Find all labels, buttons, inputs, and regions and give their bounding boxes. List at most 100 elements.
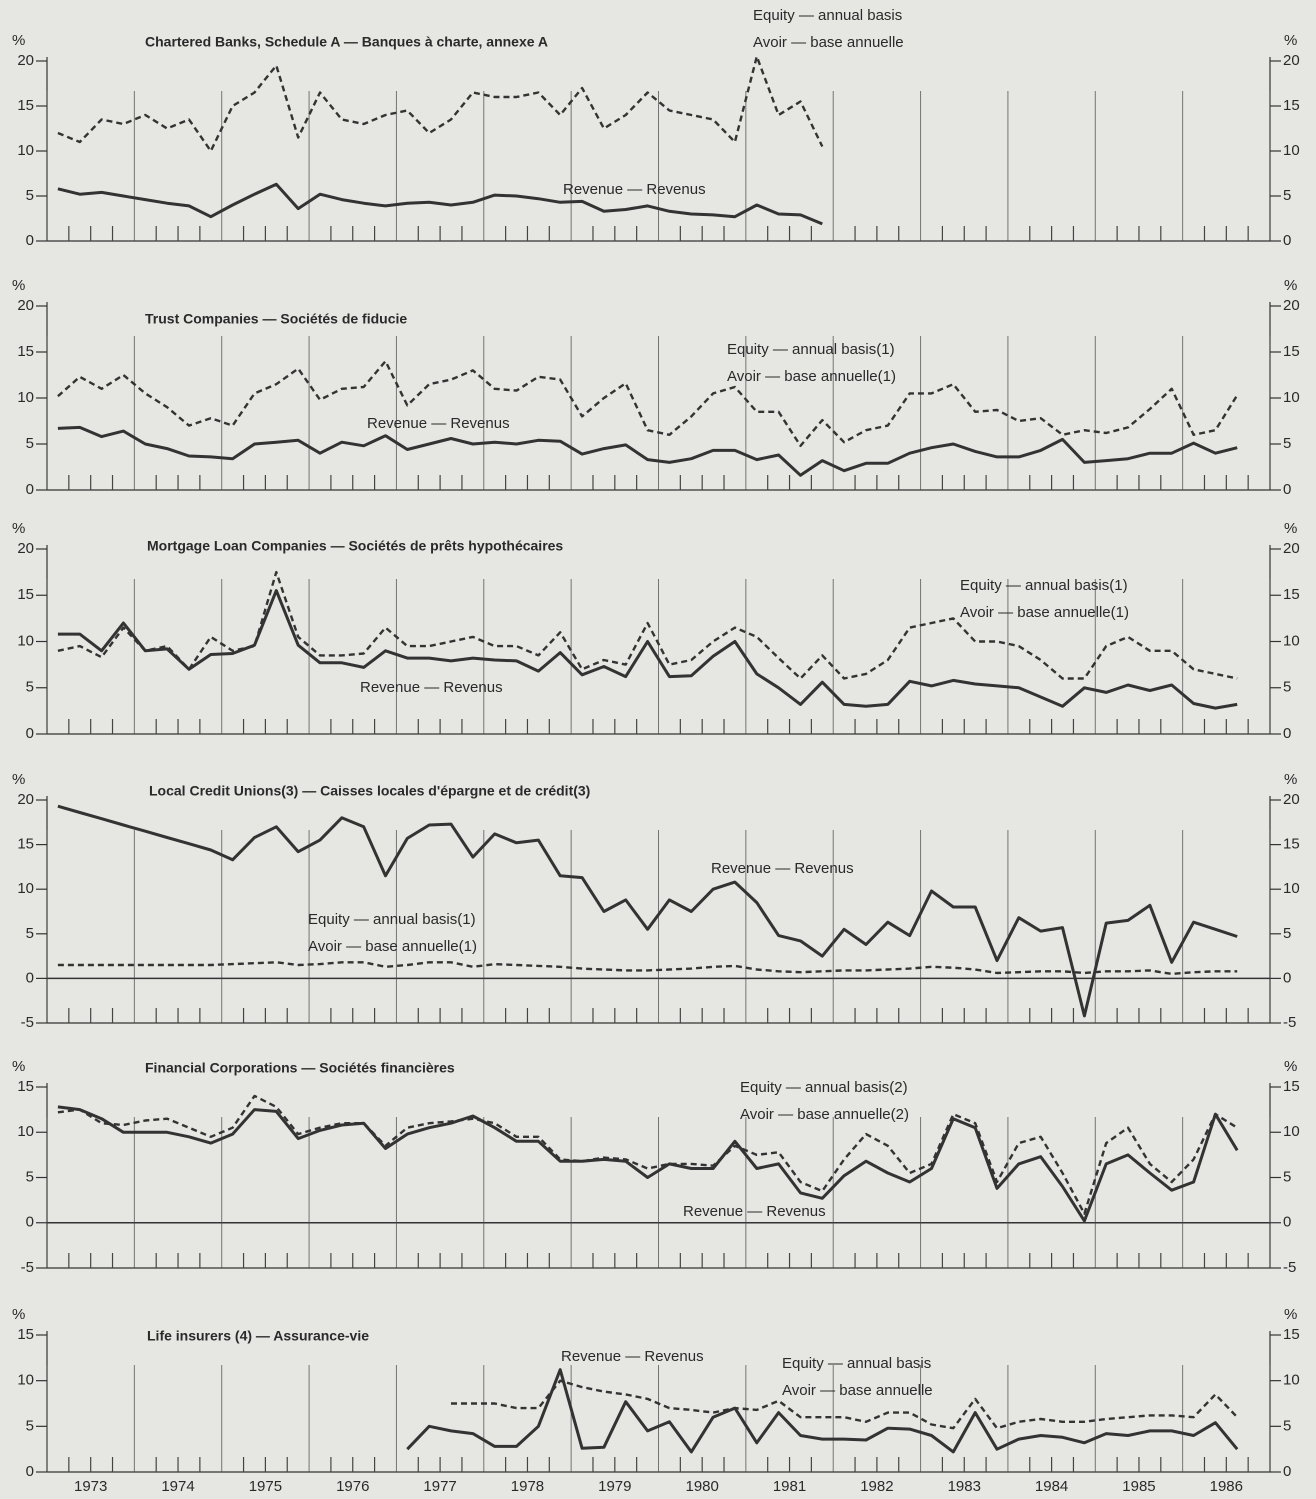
revenue-line xyxy=(57,1105,1239,1223)
y2-axis-unit: % xyxy=(1284,1306,1297,1323)
x-tick-label: 1979 xyxy=(598,1478,631,1495)
y-tick-label: 5 xyxy=(26,187,34,204)
panel-title: Mortgage Loan Companies — Sociétés de pr… xyxy=(147,538,563,554)
y2-tick-label: -5 xyxy=(1283,1259,1296,1276)
panel-title: Life insurers (4) — Assurance-vie xyxy=(147,1328,369,1344)
y2-tick-label: 5 xyxy=(1283,1168,1291,1185)
y2-axis-unit: % xyxy=(1284,277,1297,294)
x-tick-label: 1983 xyxy=(948,1478,981,1495)
y-tick-label: 10 xyxy=(17,142,34,159)
revenue-line xyxy=(57,425,1238,477)
revenue-label: Revenue — Revenus xyxy=(561,1348,704,1365)
equity-line xyxy=(451,1379,1239,1430)
y-tick-label: 0 xyxy=(26,481,34,498)
y-tick-label: 15 xyxy=(17,1326,34,1343)
y-tick-label: 5 xyxy=(26,1168,34,1185)
panel-title: Trust Companies — Sociétés de fiducie xyxy=(145,311,407,327)
equity-label-fr: Avoir — base annuelle xyxy=(782,1382,933,1399)
y2-tick-label: 0 xyxy=(1283,725,1291,742)
y-tick-label: 15 xyxy=(17,343,34,360)
y2-tick-label: 0 xyxy=(1283,481,1291,498)
y-tick-label: 10 xyxy=(17,632,34,649)
y-tick-label: 0 xyxy=(26,1463,34,1480)
y-tick-label: 0 xyxy=(26,1214,34,1231)
y-axis-unit: % xyxy=(12,771,25,788)
y2-tick-label: 15 xyxy=(1283,97,1300,114)
y-axis-unit: % xyxy=(12,277,25,294)
y-tick-label: 5 xyxy=(26,1417,34,1434)
x-tick-label: 1975 xyxy=(249,1478,282,1495)
x-tick-label: 1984 xyxy=(1035,1478,1068,1495)
y2-tick-label: 0 xyxy=(1283,1463,1291,1480)
y2-tick-label: 10 xyxy=(1283,389,1300,406)
y2-tick-label: -5 xyxy=(1283,1014,1296,1031)
y-tick-label: 20 xyxy=(17,52,34,69)
y2-tick-label: 15 xyxy=(1283,343,1300,360)
y-tick-label: 10 xyxy=(17,880,34,897)
equity-label: Equity — annual basis xyxy=(753,7,902,24)
y2-tick-label: 5 xyxy=(1283,925,1291,942)
y-axis-unit: % xyxy=(12,1306,25,1323)
x-tick-label: 1973 xyxy=(74,1478,107,1495)
y2-tick-label: 10 xyxy=(1283,632,1300,649)
y-axis-unit: % xyxy=(12,1058,25,1075)
equity-label: Equity — annual basis(1) xyxy=(960,577,1128,594)
revenue-line xyxy=(57,182,823,226)
y2-tick-label: 10 xyxy=(1283,1372,1300,1389)
y-tick-label: 0 xyxy=(26,969,34,986)
y-tick-label: 5 xyxy=(26,435,34,452)
equity-line xyxy=(57,961,1238,976)
x-tick-label: 1980 xyxy=(685,1478,718,1495)
revenue-line xyxy=(57,589,1238,710)
y-tick-label: -5 xyxy=(21,1259,34,1276)
y2-tick-label: 15 xyxy=(1283,836,1300,853)
y-tick-label: 5 xyxy=(26,679,34,696)
y-tick-label: 20 xyxy=(17,540,34,557)
x-tick-label: 1981 xyxy=(773,1478,806,1495)
revenue-label: Revenue — Revenus xyxy=(360,679,503,696)
equity-line xyxy=(57,55,824,153)
revenue-label: Revenue — Revenus xyxy=(711,860,854,877)
y2-tick-label: 20 xyxy=(1283,540,1300,557)
x-tick-label: 1974 xyxy=(161,1478,194,1495)
y2-tick-label: 10 xyxy=(1283,1123,1300,1140)
y2-tick-label: 20 xyxy=(1283,52,1300,69)
y-tick-label: 10 xyxy=(17,1123,34,1140)
x-tick-label: 1977 xyxy=(423,1478,456,1495)
revenue-label: Revenue — Revenus xyxy=(563,181,706,198)
y-tick-label: 10 xyxy=(17,389,34,406)
equity-label: Equity — annual basis(1) xyxy=(308,911,476,928)
revenue-label: Revenue — Revenus xyxy=(683,1203,826,1220)
equity-label-fr: Avoir — base annuelle(2) xyxy=(740,1106,909,1123)
equity-line xyxy=(57,570,1238,680)
revenue-label: Revenue — Revenus xyxy=(367,415,510,432)
y2-tick-label: 0 xyxy=(1283,232,1291,249)
equity-label-fr: Avoir — base annuelle(1) xyxy=(308,938,477,955)
y2-axis-unit: % xyxy=(1284,32,1297,49)
y2-tick-label: 5 xyxy=(1283,1417,1291,1434)
y2-axis-unit: % xyxy=(1284,520,1297,537)
y-tick-label: 0 xyxy=(26,725,34,742)
y2-tick-label: 10 xyxy=(1283,880,1300,897)
y-tick-label: 0 xyxy=(26,232,34,249)
equity-label-fr: Avoir — base annuelle xyxy=(753,34,904,51)
equity-line xyxy=(57,1094,1238,1215)
y2-tick-label: 0 xyxy=(1283,969,1291,986)
revenue-line xyxy=(406,1368,1239,1454)
y2-tick-label: 10 xyxy=(1283,142,1300,159)
y-axis-unit: % xyxy=(12,520,25,537)
equity-line xyxy=(57,360,1239,447)
y-tick-label: 15 xyxy=(17,97,34,114)
revenue-line xyxy=(57,804,1238,1018)
y2-tick-label: 20 xyxy=(1283,791,1300,808)
y-tick-label: -5 xyxy=(21,1014,34,1031)
panel-title: Financial Corporations — Sociétés financ… xyxy=(145,1060,455,1076)
y-axis-unit: % xyxy=(12,32,25,49)
equity-label-fr: Avoir — base annuelle(1) xyxy=(727,368,896,385)
y2-axis-unit: % xyxy=(1284,1058,1297,1075)
x-tick-label: 1978 xyxy=(511,1478,544,1495)
equity-label: Equity — annual basis(1) xyxy=(727,341,895,358)
y-tick-label: 5 xyxy=(26,925,34,942)
y2-tick-label: 5 xyxy=(1283,187,1291,204)
